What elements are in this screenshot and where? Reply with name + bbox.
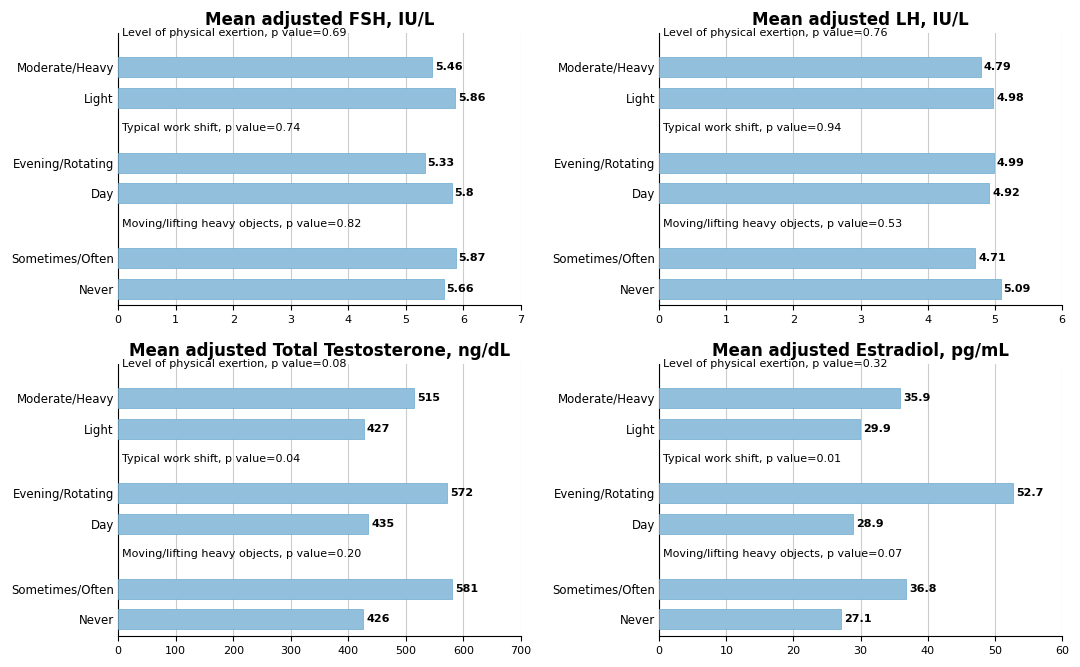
Text: 515: 515 (417, 393, 441, 403)
Title: Mean adjusted Total Testosterone, ng/dL: Mean adjusted Total Testosterone, ng/dL (129, 342, 510, 360)
Text: Level of physical exertion, p value=0.08: Level of physical exertion, p value=0.08 (122, 359, 347, 369)
Text: 29.9: 29.9 (863, 424, 891, 434)
Bar (659, 88, 994, 108)
Bar (659, 419, 860, 439)
Text: Typical work shift, p value=0.01: Typical work shift, p value=0.01 (663, 454, 841, 464)
Text: 5.46: 5.46 (435, 62, 462, 72)
Text: 5.86: 5.86 (458, 93, 486, 103)
Text: Moving/lifting heavy objects, p value=0.20: Moving/lifting heavy objects, p value=0.… (122, 550, 362, 560)
Bar (659, 609, 841, 629)
Bar (659, 578, 906, 598)
Bar (118, 514, 368, 534)
Text: Level of physical exertion, p value=0.69: Level of physical exertion, p value=0.69 (122, 28, 347, 38)
Text: Typical work shift, p value=0.94: Typical work shift, p value=0.94 (663, 123, 841, 133)
Bar (118, 183, 451, 203)
Text: 426: 426 (366, 614, 390, 624)
Text: 27.1: 27.1 (843, 614, 872, 624)
Bar (118, 279, 444, 299)
Text: 581: 581 (455, 584, 478, 594)
Text: Level of physical exertion, p value=0.32: Level of physical exertion, p value=0.32 (663, 359, 888, 369)
Text: 5.8: 5.8 (455, 188, 474, 198)
Text: Moving/lifting heavy objects, p value=0.53: Moving/lifting heavy objects, p value=0.… (663, 219, 903, 229)
Bar (659, 248, 975, 267)
Bar (659, 388, 900, 408)
Text: 5.87: 5.87 (459, 253, 486, 263)
Text: 36.8: 36.8 (909, 584, 936, 594)
Bar (118, 609, 363, 629)
Bar (118, 153, 424, 173)
Text: Typical work shift, p value=0.74: Typical work shift, p value=0.74 (122, 123, 300, 133)
Text: 52.7: 52.7 (1015, 488, 1043, 498)
Bar (659, 153, 994, 173)
Text: 4.79: 4.79 (984, 62, 1011, 72)
Text: Moving/lifting heavy objects, p value=0.82: Moving/lifting heavy objects, p value=0.… (122, 219, 362, 229)
Bar (118, 484, 447, 503)
Text: Typical work shift, p value=0.04: Typical work shift, p value=0.04 (122, 454, 300, 464)
Bar (118, 88, 456, 108)
Bar (659, 279, 1001, 299)
Bar (659, 514, 853, 534)
Text: 5.09: 5.09 (1003, 283, 1031, 293)
Bar (118, 248, 456, 267)
Text: 427: 427 (366, 424, 390, 434)
Text: 5.33: 5.33 (428, 157, 455, 167)
Text: 572: 572 (450, 488, 473, 498)
Text: 35.9: 35.9 (903, 393, 930, 403)
Text: 28.9: 28.9 (856, 519, 883, 529)
Bar (659, 484, 1013, 503)
Text: 435: 435 (372, 519, 394, 529)
Bar (118, 388, 415, 408)
Text: Moving/lifting heavy objects, p value=0.07: Moving/lifting heavy objects, p value=0.… (663, 550, 903, 560)
Text: 4.92: 4.92 (993, 188, 1020, 198)
Title: Mean adjusted Estradiol, pg/mL: Mean adjusted Estradiol, pg/mL (712, 342, 1009, 360)
Bar (659, 183, 989, 203)
Text: 4.98: 4.98 (996, 93, 1024, 103)
Bar (659, 57, 981, 77)
Bar (118, 578, 453, 598)
Bar (118, 419, 364, 439)
Bar (118, 57, 432, 77)
Text: 4.71: 4.71 (978, 253, 1005, 263)
Text: 4.99: 4.99 (997, 157, 1025, 167)
Text: Level of physical exertion, p value=0.76: Level of physical exertion, p value=0.76 (663, 28, 888, 38)
Text: 5.66: 5.66 (446, 283, 474, 293)
Title: Mean adjusted FSH, IU/L: Mean adjusted FSH, IU/L (205, 11, 434, 29)
Title: Mean adjusted LH, IU/L: Mean adjusted LH, IU/L (752, 11, 969, 29)
